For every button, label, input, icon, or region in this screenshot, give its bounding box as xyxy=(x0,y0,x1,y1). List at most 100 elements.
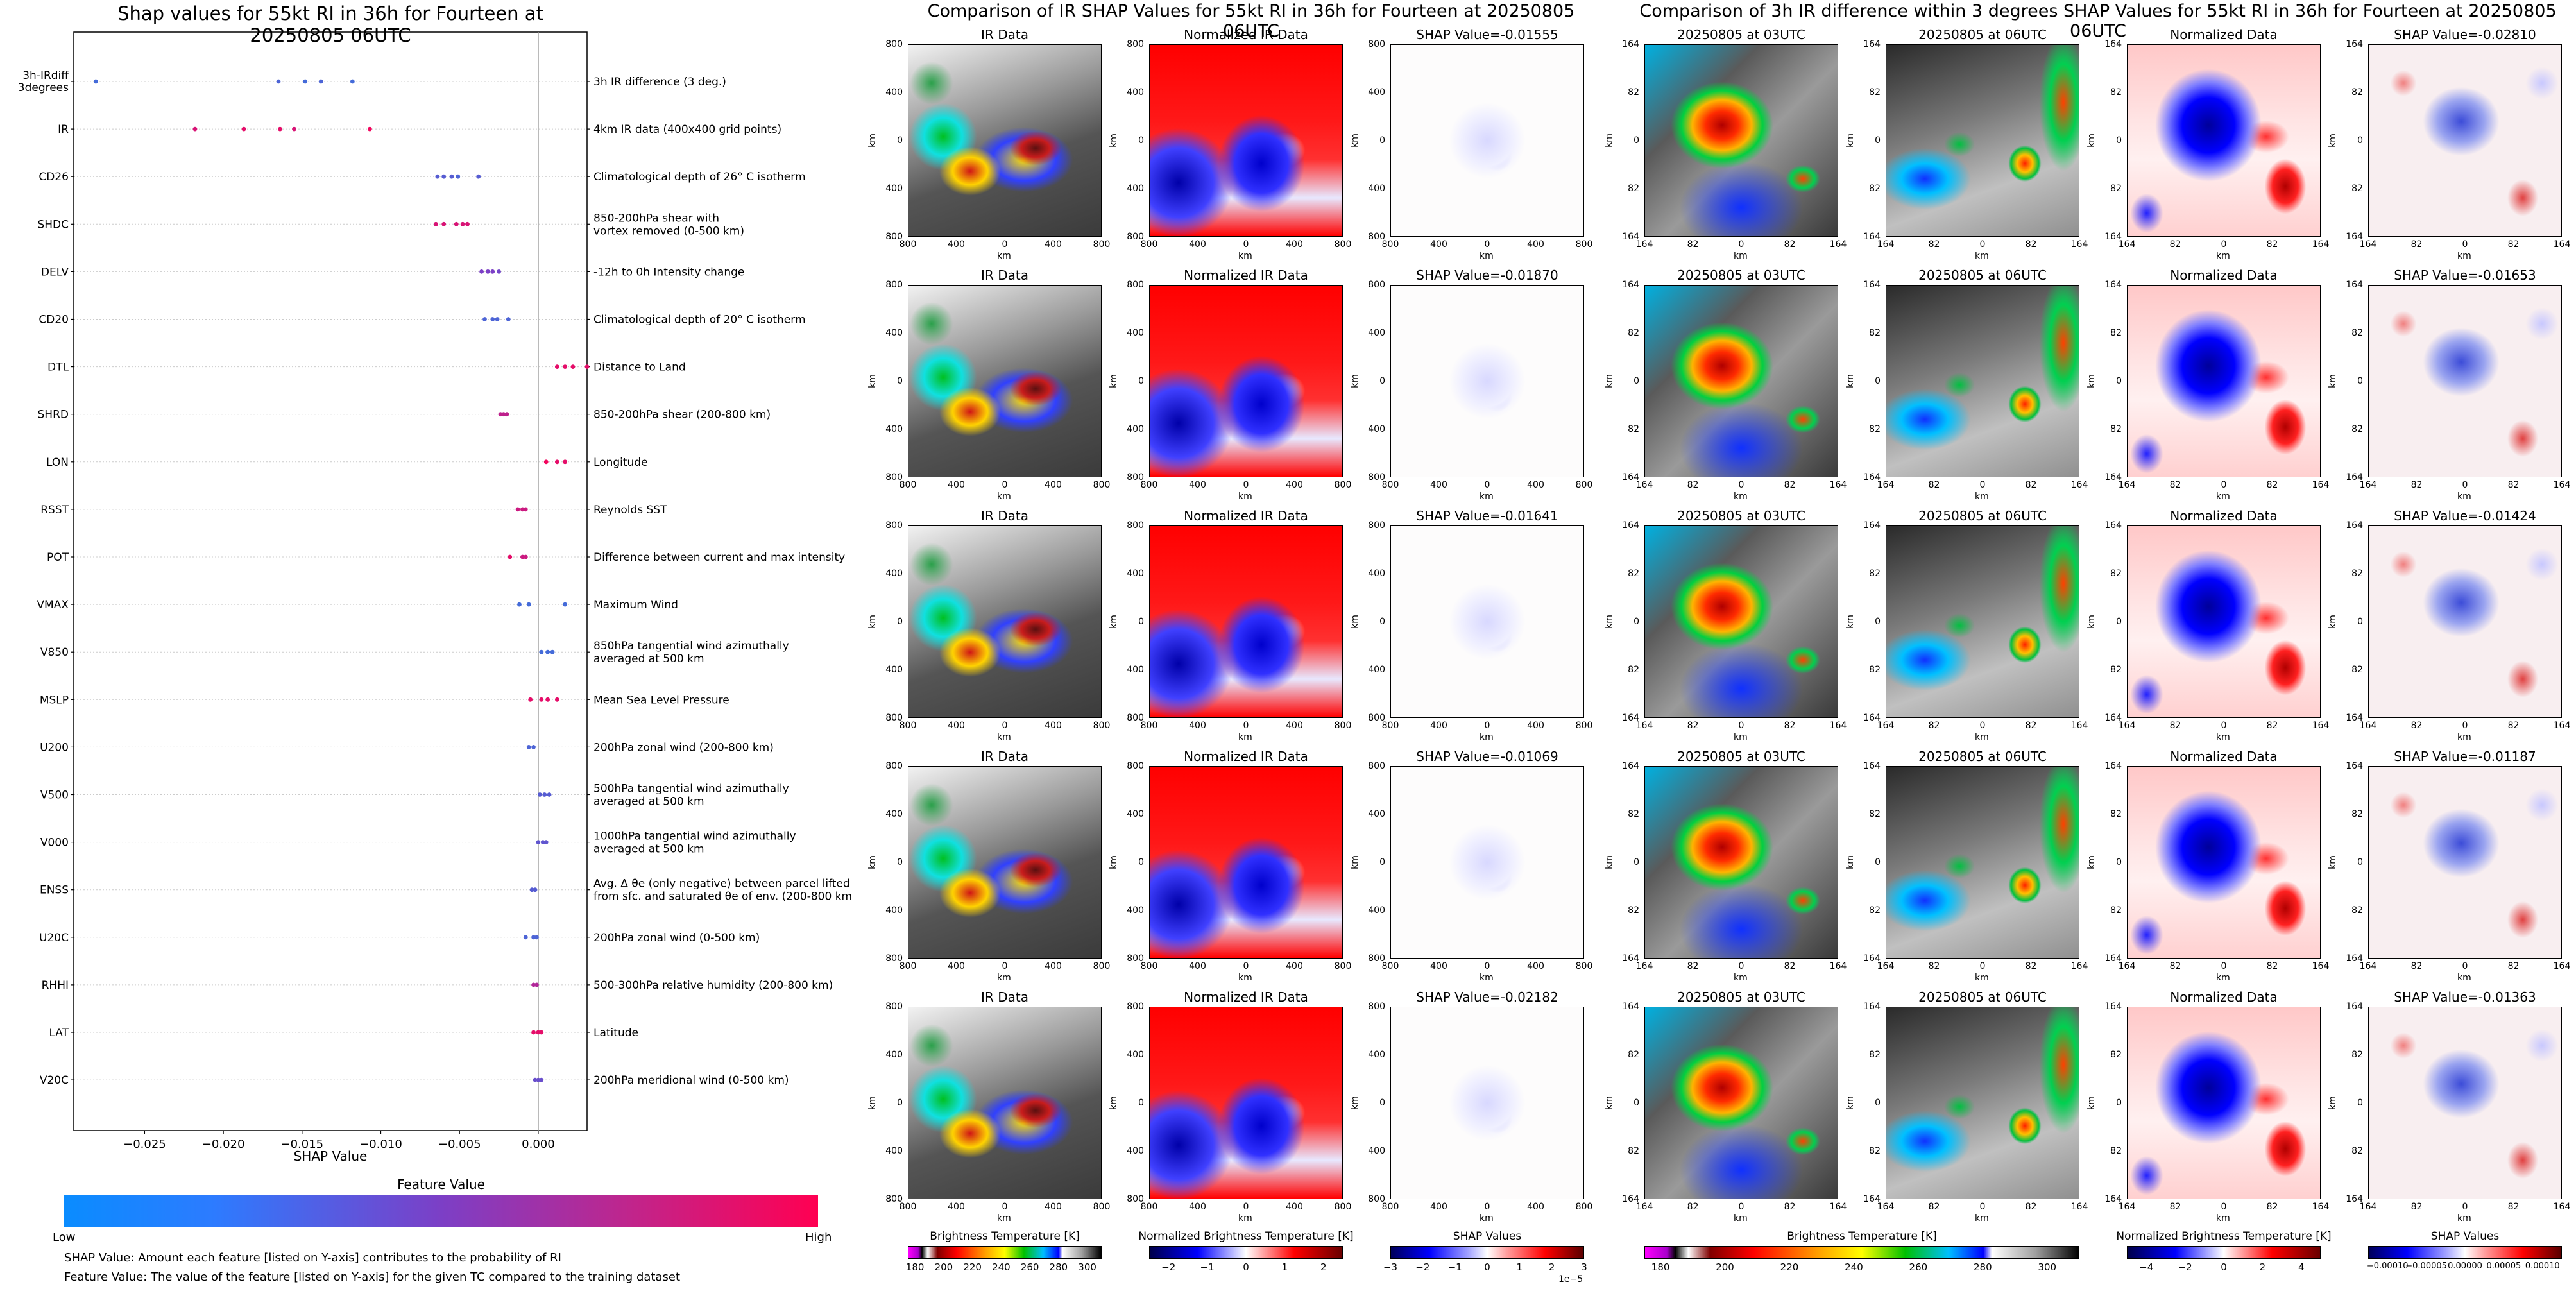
panel-x-tick-label: 82 xyxy=(2025,961,2037,971)
shap-point xyxy=(529,887,534,892)
x-tick-label: −0.015 xyxy=(281,1138,324,1151)
panel-x-tick-label: 0 xyxy=(1484,1202,1490,1212)
panel-x-tick-label: 0 xyxy=(2221,961,2227,971)
panel-x-tick-label: 0 xyxy=(1484,961,1490,971)
panel-y-tick-label: 0 xyxy=(1138,135,1144,146)
colorbar-tick-label: 4 xyxy=(2298,1261,2305,1273)
image-panel-t1 xyxy=(1644,766,1838,959)
panel-y-tick-label: 164 xyxy=(2346,761,2363,771)
panel-y-tick-label: 82 xyxy=(1628,905,1639,916)
shap-point xyxy=(531,982,536,987)
panel-x-axis-label: km xyxy=(2457,251,2471,261)
panel-y-tick-label: 164 xyxy=(2104,1002,2122,1012)
panel-title: Normalized IR Data xyxy=(1184,749,1308,764)
panel-y-tick-label: 82 xyxy=(1628,1146,1639,1156)
panel-y-tick-label: 82 xyxy=(2110,87,2122,98)
panel-title: IR Data xyxy=(981,989,1028,1005)
shap-point xyxy=(490,317,495,321)
panel-y-tick-label: 400 xyxy=(1368,328,1385,338)
shap-point xyxy=(192,126,198,132)
panel-y-tick-label: 0 xyxy=(1875,617,1881,627)
panel-y-tick-label: 0 xyxy=(1138,617,1144,627)
feature-description-label: 200hPa zonal wind (0-500 km) xyxy=(593,932,760,944)
panel-y-tick-label: 82 xyxy=(2110,1050,2122,1060)
colorbar-label: SHAP Values xyxy=(2430,1230,2500,1243)
panel-x-tick-label: 400 xyxy=(1527,1202,1544,1212)
colorbar-low-label: Low xyxy=(53,1231,76,1244)
shap-point xyxy=(545,649,550,654)
panel-y-tick-label: 0 xyxy=(897,857,903,867)
panel-x-tick-label: 0 xyxy=(1738,1202,1744,1212)
panel-y-tick-label: 82 xyxy=(2110,665,2122,675)
colorbar-tick-label: 260 xyxy=(1020,1261,1039,1273)
shap-point xyxy=(508,554,513,559)
panel-x-tick-label: 400 xyxy=(1045,1202,1062,1212)
panel-x-tick-label: 82 xyxy=(2025,480,2037,490)
shap-point xyxy=(570,364,576,369)
panel-y-tick-label: 0 xyxy=(1633,1098,1639,1108)
panel-y-tick-label: 800 xyxy=(1368,1002,1385,1012)
shap-point xyxy=(554,364,559,369)
panel-x-tick-label: 800 xyxy=(1381,239,1399,250)
panel-y-tick-label: 400 xyxy=(885,328,903,338)
panel-y-tick-label: 400 xyxy=(1368,1146,1385,1156)
panel-x-tick-label: 164 xyxy=(1635,1202,1653,1212)
panel-x-tick-label: 164 xyxy=(1877,961,1895,971)
colorbar-tick-label: 220 xyxy=(1780,1261,1799,1273)
panel-y-tick-label: 800 xyxy=(885,232,903,242)
panel-y-tick-label: 164 xyxy=(2346,472,2363,482)
panel-y-tick-label: 164 xyxy=(2104,713,2122,723)
shap-point xyxy=(563,364,568,369)
panel-y-tick-label: 164 xyxy=(1622,761,1639,771)
panel-x-tick-label: 400 xyxy=(948,1202,965,1212)
feature-value-colorbar-title: Feature Value xyxy=(397,1177,485,1192)
colorbar-tick-label: 300 xyxy=(2038,1261,2057,1273)
panel-x-axis-label: km xyxy=(1480,251,1494,261)
colorbar-tick-label: 0.00000 xyxy=(2448,1261,2482,1271)
panel-x-tick-label: 82 xyxy=(2507,239,2520,250)
feature-description-label: 200hPa meridional wind (0-500 km) xyxy=(593,1074,789,1087)
panel-y-tick-label: 400 xyxy=(885,809,903,819)
panel-x-tick-label: 800 xyxy=(1093,239,1111,250)
panel-x-tick-label: 82 xyxy=(2266,961,2278,971)
panel-y-tick-label: 400 xyxy=(1127,1146,1144,1156)
shap-summary-title: Shap values for 55kt RI in 36h for Fourt… xyxy=(117,3,543,46)
panel-title: 20250805 at 06UTC xyxy=(1918,989,2047,1005)
panel-y-tick-label: 164 xyxy=(1863,1194,1881,1204)
shap-point xyxy=(531,745,536,749)
panel-x-tick-label: 82 xyxy=(2507,1202,2520,1212)
feature-description-label: Climatological depth of 26° C isotherm xyxy=(593,171,806,184)
shap-point xyxy=(520,507,525,512)
panel-y-tick-label: 800 xyxy=(885,520,903,531)
panel-x-tick-label: 82 xyxy=(1784,721,1796,731)
panel-y-tick-label: 400 xyxy=(1368,809,1385,819)
image-panel-nd xyxy=(2127,1007,2321,1199)
panel-x-tick-label: 800 xyxy=(899,1202,917,1212)
panel-y-tick-label: 164 xyxy=(2104,232,2122,242)
shap-point xyxy=(460,221,465,226)
panel-x-axis-label: km xyxy=(2216,1213,2230,1224)
panel-x-tick-label: 82 xyxy=(1687,239,1699,250)
shap-point xyxy=(504,412,509,417)
feature-description-label: Maximum Wind xyxy=(593,599,678,611)
colorbar-high-label: High xyxy=(805,1231,832,1244)
panel-x-tick-label: 164 xyxy=(2553,239,2571,250)
panel-y-tick-label: 0 xyxy=(1633,857,1639,867)
panel-y-tick-label: 82 xyxy=(1628,809,1639,819)
panel-y-tick-label: 400 xyxy=(1368,87,1385,98)
panel-y-tick-label: 82 xyxy=(2110,905,2122,916)
panel-x-tick-label: 164 xyxy=(1877,480,1895,490)
shap-point xyxy=(531,1030,536,1035)
panel-x-axis-label: km xyxy=(1734,1213,1748,1224)
panel-title: SHAP Value=-0.02810 xyxy=(2394,27,2536,42)
colorbar-label: Brightness Temperature [K] xyxy=(1787,1230,1937,1243)
shap-point xyxy=(543,840,549,844)
panel-y-tick-label: 0 xyxy=(1379,135,1385,146)
panel-x-tick-label: 0 xyxy=(1979,1202,1986,1212)
panel-y-tick-label: 800 xyxy=(1127,1194,1144,1204)
panel-x-tick-label: 400 xyxy=(1286,480,1303,490)
panel-title: IR Data xyxy=(981,749,1028,764)
panel-x-tick-label: 82 xyxy=(1928,239,1940,250)
colorbar-exponent: 1e−5 xyxy=(1558,1274,1583,1285)
panel-x-tick-label: 400 xyxy=(1045,480,1062,490)
